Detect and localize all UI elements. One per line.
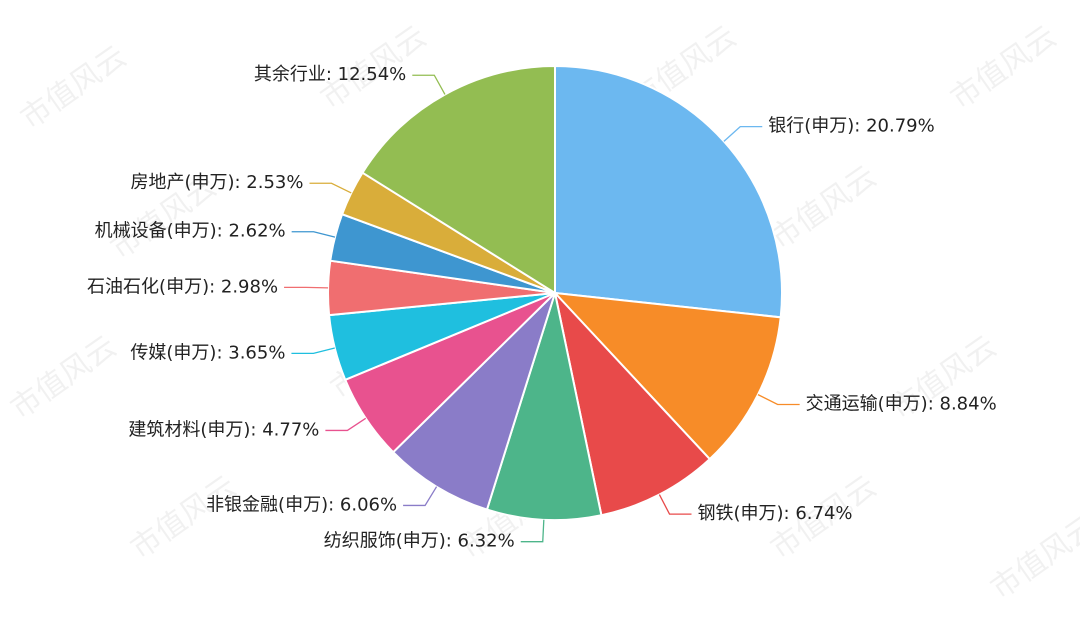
category-label: 建筑材料(申万) [128,419,250,440]
value-label: : 3.65% [216,342,285,363]
pie-slice [391,292,556,511]
data-label: 石油石化(申万): 2.98% [87,276,278,297]
leader-line [520,519,545,543]
pie-slice [552,291,782,461]
watermark: 市值风云 [15,39,133,136]
value-label: : 2.62% [217,221,286,242]
category-label: 纺织服饰(申万) [324,531,446,552]
leader-line [291,347,335,355]
value-label: : 6.74% [784,503,853,524]
data-label: 其余行业: 12.54% [254,64,406,85]
leader-line [658,494,692,515]
data-label: 机械设备(申万): 2.62% [95,221,286,242]
category-label: 石油石化(申万) [87,276,209,297]
data-label: 交通运输(申万): 8.84% [806,393,997,414]
data-label: 纺织服饰(申万): 6.32% [324,531,515,552]
pie-slice [553,289,712,517]
category-label: 钢铁(申万) [698,503,784,524]
leader-line [723,125,763,142]
leader-line [757,394,800,406]
watermark: 市值风云 [5,329,123,426]
category-label: 传媒(申万) [130,342,216,363]
watermark: 市值风云 [945,19,1063,116]
data-label: 建筑材料(申万): 4.77% [128,419,319,440]
data-label: 传媒(申万): 3.65% [130,342,285,363]
value-label: : 4.77% [250,419,319,440]
pie-slice [554,64,783,319]
data-label: 钢铁(申万): 6.74% [698,503,853,524]
value-label: : 20.79% [854,116,934,137]
value-label: : 8.84% [928,393,997,414]
value-label: : 2.53% [235,172,304,193]
category-label: 房地产(申万) [130,172,234,193]
pie-slice [361,64,556,295]
category-label: 银行(申万) [768,116,854,137]
category-label: 其余行业 [254,64,326,85]
data-label: 非银金融(申万): 6.06% [206,494,397,515]
pie-slice [485,289,603,521]
value-label: : 6.32% [446,531,515,552]
leader-line [325,417,367,432]
leader-line [412,74,446,95]
category-label: 机械设备(申万) [95,221,217,242]
watermark: 市值风云 [125,469,243,566]
data-label: 房地产(申万): 2.53% [130,172,303,193]
watermark: 市值风云 [765,159,883,256]
leader-line [309,182,352,194]
data-label: 银行(申万): 20.79% [768,116,934,137]
category-label: 交通运输(申万) [806,393,928,414]
value-label: : 2.98% [209,276,278,297]
category-label: 非银金融(申万) [206,494,328,515]
value-label: : 6.06% [328,494,397,515]
leader-line [291,231,336,238]
watermark: 市值风云 [985,509,1080,606]
value-label: : 12.54% [326,64,406,85]
leader-line [403,486,438,507]
